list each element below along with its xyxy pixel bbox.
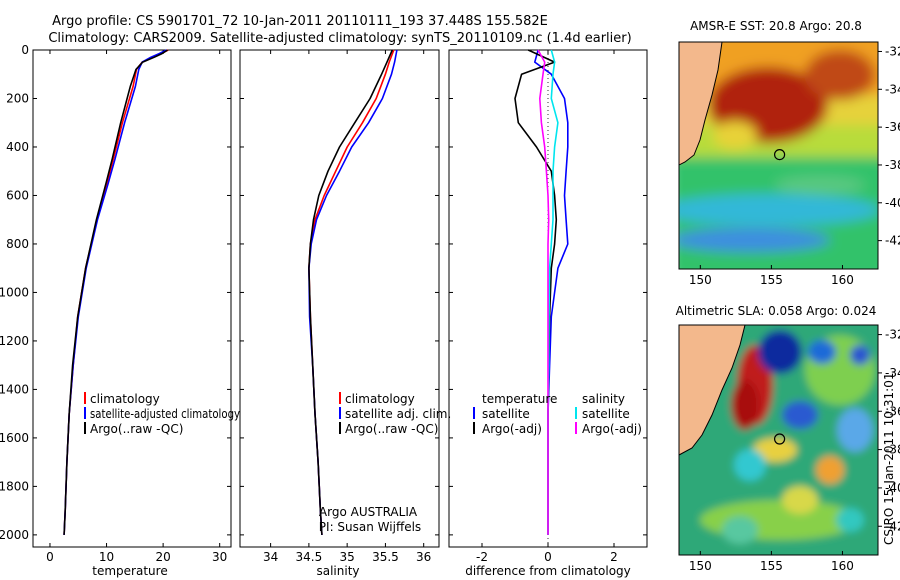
sst-map [679,42,878,269]
difference-x-label: difference from climatology [465,564,631,578]
y-tick-label: 1000 [0,285,29,299]
map-x-tick-label: 155 [760,273,783,287]
sla-argo-marker [773,433,786,445]
series-temperature-argo-adj- [514,49,558,535]
salinity-legend-argo: Argo(..raw -QC) [345,422,438,436]
salinity-x-label: salinity [316,564,359,578]
series-climatology [63,49,169,535]
map-x-tick-label: 150 [689,273,712,287]
sst-map-land [679,42,723,166]
difference-legend: temperature satellite Argo(-adj) salinit… [473,392,642,436]
sla-map [679,325,878,555]
series-argo-raw-qc- [308,49,394,535]
map-y-tick-label: -42 [885,519,900,533]
map-y-tick-label: -34 [885,366,900,380]
series-satellite-adj-clim- [308,49,398,535]
x-tick-label: 10 [99,550,114,564]
map-y-tick-label: -32 [885,44,900,58]
x-tick-label: 20 [155,550,170,564]
x-tick-label: 0 [46,550,54,564]
map-y-tick-label: -40 [885,481,900,495]
y-tick-label: 200 [6,91,29,105]
difference-plot: -2 0 2 [449,49,647,564]
difference-legend-salinity-title: salinity [582,392,625,406]
sst-argo-marker [773,149,786,161]
y-tick-label: 2000 [0,528,29,542]
sla-map-frame [678,324,879,556]
map-y-tick-label: -36 [885,120,900,134]
x-tick-label: 35 [340,550,355,564]
sla-map-land [679,325,746,456]
map-ticks: 150 155 160 -32 -34 -36 -38 -40 -42 150 155 160 -32 -… [689,44,900,573]
y-tick-label: 600 [6,188,29,202]
figure-title-line1: Argo profile: CS 5901701_72 10-Jan-2011 … [52,14,548,29]
map-y-tick-label: -36 [885,404,900,418]
map-y-tick-label: -34 [885,82,900,96]
x-tick-label: 0 [544,550,552,564]
x-tick-label: 34.5 [296,550,323,564]
temperature-x-label: temperature [92,564,167,578]
difference-legend-temp-satellite: satellite [482,407,530,421]
x-tick-label: 34 [263,550,278,564]
sla-map-title: Altimetric SLA: 0.058 Argo: 0.024 [676,304,877,318]
series-salinity-satellite [547,49,559,535]
y-tick-label: 1200 [0,334,29,348]
map-y-tick-label: -32 [885,328,900,342]
figure-title-line2: Climatology: CARS2009. Satellite-adjuste… [48,31,631,46]
temperature-legend-satellite: satellite-adjusted climatology [90,407,240,421]
series-argo-raw-qc- [63,49,169,535]
temperature-panel-frame [32,49,232,548]
y-tick-label: 1400 [0,382,29,396]
salinity-legend-climatology: climatology [345,392,415,406]
temperature-legend-climatology: climatology [90,392,160,406]
x-tick-label: 2 [610,550,618,564]
series-climatology [308,49,395,535]
map-y-tick-label: -40 [885,196,900,210]
map-x-tick-label: 160 [831,559,854,573]
sst-map-title: AMSR-E SST: 20.8 Argo: 20.8 [690,19,862,33]
series-salinity-argo-adj- [537,49,550,535]
difference-legend-temperature-title: temperature [482,392,557,406]
series-satellite-adjusted-climatology [63,49,167,535]
x-tick-label: 30 [212,550,227,564]
map-y-tick-label: -38 [885,443,900,457]
temperature-legend-argo: Argo(..raw -QC) [90,422,183,436]
temperature-legend: climatology satellite-adjusted climatolo… [84,392,240,436]
difference-legend-sal-satellite: satellite [582,407,630,421]
map-y-tick-label: -42 [885,234,900,248]
salinity-legend-satellite: satellite adj. clim. [345,407,451,421]
map-y-tick-label: -38 [885,158,900,172]
footer-timestamp: CSIRO 15-Jan-2011 10:31:01 [882,373,896,545]
x-tick-label: 35.5 [372,550,399,564]
series-temperature-satellite [533,49,569,535]
y-tick-label: 800 [6,237,29,251]
y-tick-label: 0 [21,43,29,57]
y-tick-label: 400 [6,140,29,154]
salinity-legend: climatology satellite adj. clim. Argo(..… [339,392,451,436]
y-tick-label: 1800 [0,479,29,493]
map-x-tick-label: 150 [689,559,712,573]
argo-agency-label: Argo AUSTRALIA [319,505,418,519]
temperature-plot: 0 10 20 30 0 200 400 600 800 1000 1200 1400 1600 1800… [0,43,231,564]
y-tick-label: 1600 [0,431,29,445]
difference-legend-temp-argo: Argo(-adj) [482,422,542,436]
sst-map-frame [678,41,879,270]
x-tick-label: 36 [416,550,431,564]
x-tick-label: -2 [476,550,488,564]
argo-pi-label: PI: Susan Wijffels [319,520,421,534]
salinity-plot: 34 34.5 35 35.5 36 [240,49,439,564]
map-x-tick-label: 160 [831,273,854,287]
difference-legend-sal-argo: Argo(-adj) [582,422,642,436]
salinity-panel-frame [239,49,440,548]
map-x-tick-label: 155 [760,559,783,573]
